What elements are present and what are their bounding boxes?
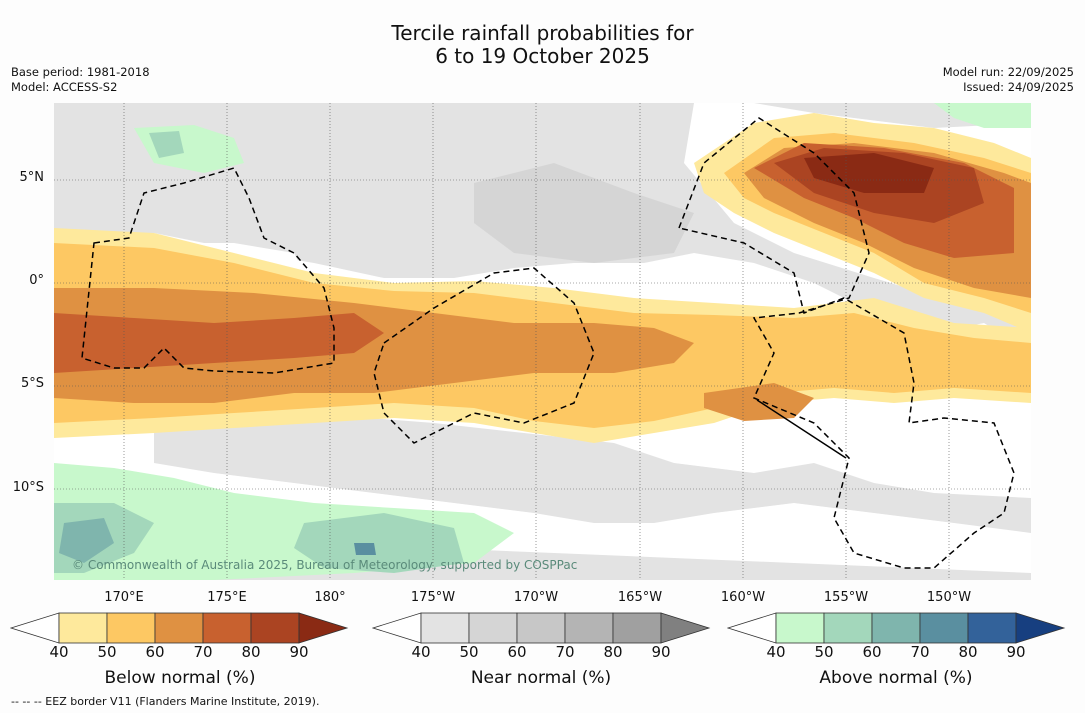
eez-footnote: -- -- -- EEZ border V11 (Flanders Marine… — [11, 695, 320, 708]
lat-label-0: 0° — [29, 273, 44, 288]
cb1-tick-90: 90 — [289, 643, 309, 661]
model-run: Model run: 22/09/2025 — [942, 65, 1074, 79]
eez-kiribati-phoenix — [373, 267, 595, 444]
below-normal-70-west — [54, 313, 384, 373]
issued-date: Issued: 24/09/2025 — [963, 80, 1074, 94]
cb1-tick-80: 80 — [241, 643, 261, 661]
cb3-seg-0 — [727, 612, 777, 644]
cb1-tick-50: 50 — [97, 643, 117, 661]
title-line-2: 6 to 19 October 2025 — [435, 44, 650, 68]
colorbar-below-normal — [10, 612, 349, 644]
cb1-seg-5 — [250, 612, 300, 644]
cb2-tick-70: 70 — [555, 643, 575, 661]
cb3-seg-6 — [1015, 612, 1066, 644]
cb1-tick-70: 70 — [193, 643, 213, 661]
colorbar-near-normal — [372, 612, 711, 644]
above-normal-sw-60 — [59, 518, 114, 563]
near-normal-south — [154, 413, 1031, 533]
below-normal-60 — [54, 288, 694, 403]
cb2-seg-1 — [420, 612, 470, 644]
cb3-seg-5 — [967, 612, 1017, 644]
eez-solid-border — [756, 399, 847, 459]
cb3-tick-50: 50 — [814, 643, 834, 661]
cb3-tick-60: 60 — [862, 643, 882, 661]
cb3-seg-3 — [871, 612, 921, 644]
lon-label-170e: 170°E — [104, 590, 144, 605]
meta-right: Model run: 22/09/2025 Issued: 24/09/2025 — [943, 65, 1074, 95]
cb3-seg-4 — [919, 612, 969, 644]
lon-label-175w: 175°W — [410, 590, 456, 605]
cb1-seg-2 — [106, 612, 156, 644]
cb3-tick-70: 70 — [910, 643, 930, 661]
cb2-seg-3 — [516, 612, 566, 644]
map-canvas — [54, 103, 1031, 580]
cb2-seg-4 — [564, 612, 614, 644]
cb2-tick-40: 40 — [411, 643, 431, 661]
cb1-seg-3 — [154, 612, 204, 644]
above-normal-north-west-core — [149, 131, 184, 158]
lon-label-180: 180° — [314, 590, 346, 605]
cb1-tick-60: 60 — [145, 643, 165, 661]
cb1-seg-6 — [298, 612, 349, 644]
base-period: Base period: 1981-2018 — [11, 65, 150, 79]
copyright-notice: © Commonwealth of Australia 2025, Bureau… — [72, 558, 578, 572]
cb3-tick-80: 80 — [958, 643, 978, 661]
lon-label-170w: 170°W — [513, 590, 559, 605]
cb1-seg-0 — [10, 612, 60, 644]
meta-left: Base period: 1981-2018 Model: ACCESS-S2 — [11, 65, 150, 95]
cb1-tick-40: 40 — [49, 643, 69, 661]
cb3-seg-2 — [823, 612, 873, 644]
lon-label-165w: 165°W — [617, 590, 663, 605]
lon-label-175e: 175°E — [207, 590, 247, 605]
cb1-seg-1 — [58, 612, 108, 644]
cb2-seg-2 — [468, 612, 518, 644]
cb3-tick-40: 40 — [766, 643, 786, 661]
cb2-title: Near normal (%) — [470, 668, 612, 688]
cb2-tick-50: 50 — [459, 643, 479, 661]
eez-kiribati-line — [677, 117, 1015, 569]
rainfall-map: © Commonwealth of Australia 2025, Bureau… — [54, 103, 1031, 580]
above-normal-south-center-core — [354, 543, 376, 555]
cb2-tick-90: 90 — [651, 643, 671, 661]
lat-label-5n: 5°N — [19, 170, 45, 185]
gridlines — [54, 103, 1031, 580]
lat-label-10s: 10°S — [12, 480, 44, 495]
lon-label-150w: 150°W — [926, 590, 972, 605]
model-name: Model: ACCESS-S2 — [11, 80, 118, 94]
cb2-tick-80: 80 — [603, 643, 623, 661]
map-title: Tercile rainfall probabilities for 6 to … — [0, 22, 1085, 68]
title-line-1: Tercile rainfall probabilities for — [391, 21, 694, 45]
cb2-tick-60: 60 — [507, 643, 527, 661]
cb3-seg-1 — [775, 612, 825, 644]
lon-label-160w: 160°W — [720, 590, 766, 605]
cb1-seg-4 — [202, 612, 252, 644]
colorbar-above-normal — [727, 612, 1066, 644]
cb3-tick-90: 90 — [1006, 643, 1026, 661]
ne-below-90 — [804, 153, 934, 193]
lon-label-155w: 155°W — [823, 590, 869, 605]
near-normal-north-core — [474, 163, 694, 263]
cb1-title: Below normal (%) — [104, 668, 256, 688]
eez-kiribati-gilbert — [81, 167, 335, 374]
above-normal-south-center — [294, 513, 464, 573]
cb2-seg-5 — [612, 612, 662, 644]
cb2-seg-0 — [372, 612, 422, 644]
cb3-title: Above normal (%) — [819, 668, 973, 688]
eez-borders — [81, 117, 1015, 569]
lat-label-5s: 5°S — [20, 376, 44, 391]
cb2-seg-6 — [660, 612, 711, 644]
above-normal-north-east — [934, 103, 1031, 128]
